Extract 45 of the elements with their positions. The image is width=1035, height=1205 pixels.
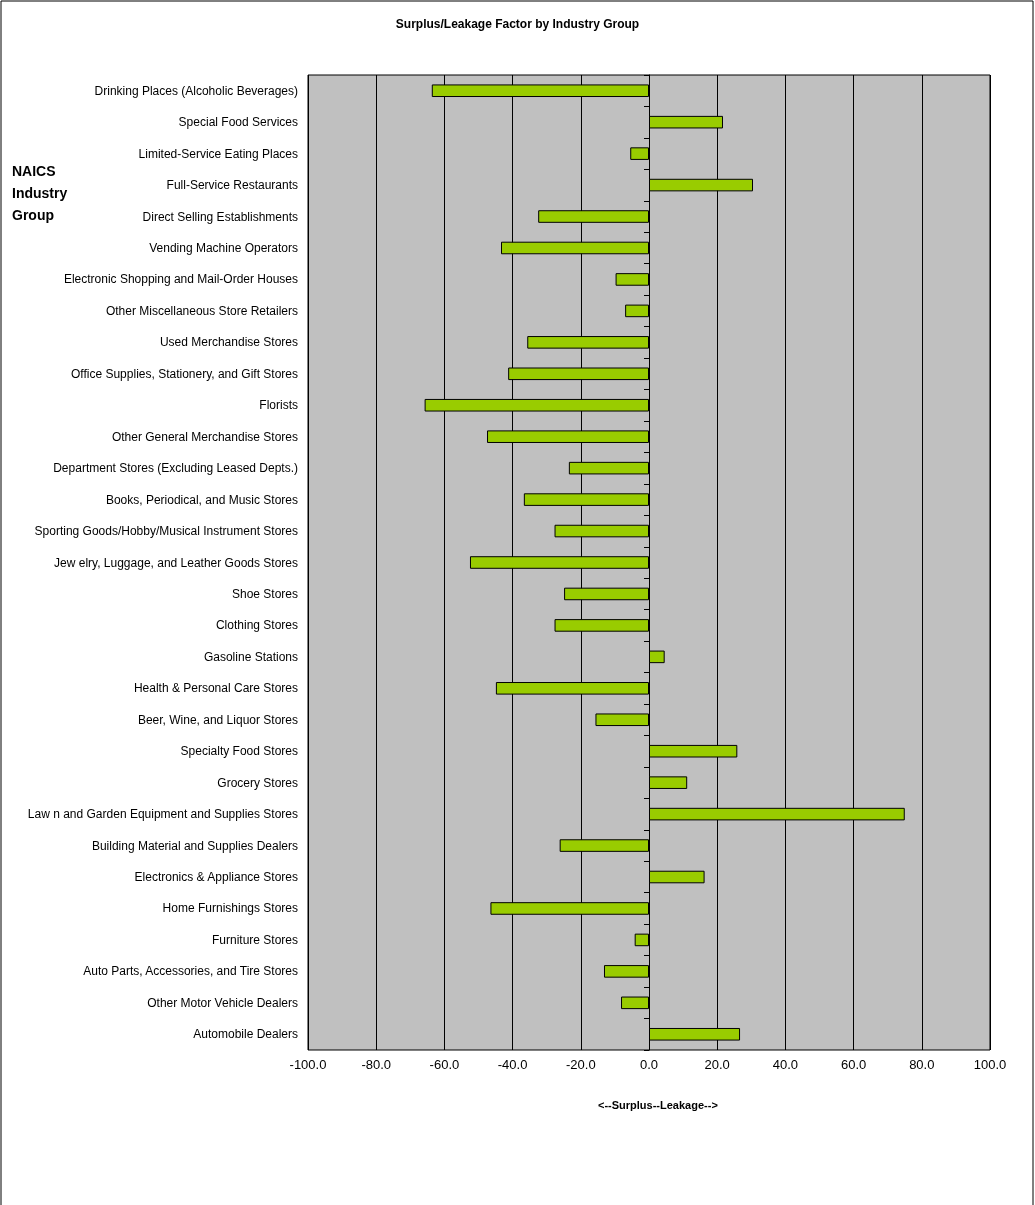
y-tick-label: Jew elry, Luggage, and Leather Goods Stores xyxy=(54,555,298,570)
y-tick-label: Florists xyxy=(259,398,298,413)
y-tick-label: Sporting Goods/Hobby/Musical Instrument Stores xyxy=(34,524,298,539)
y-tick-label: Furniture Stores xyxy=(211,932,298,947)
y-tick-label: Drinking Places (Alcoholic Beverages) xyxy=(94,83,298,98)
y-tick-label: Auto Parts, Accessories, and Tire Stores xyxy=(83,964,298,979)
y-tick-label: Other General Merchandise Stores xyxy=(111,429,298,444)
y-tick-label: Home Furnishings Stores xyxy=(162,901,298,916)
y-tick-label: Beer, Wine, and Liquor Stores xyxy=(137,712,298,727)
x-tick-label: 40.0 xyxy=(772,1057,799,1072)
y-tick-label: Automobile Dealers xyxy=(193,1027,298,1042)
chart-title: Surplus/Leakage Factor by Industry Group xyxy=(395,17,640,31)
x-tick-label: -60.0 xyxy=(429,1057,460,1072)
x-tick-label: -40.0 xyxy=(497,1057,528,1072)
x-tick-label: 60.0 xyxy=(840,1057,867,1072)
y-tick-label: Gasoline Stations xyxy=(203,649,298,664)
x-tick-label: 80.0 xyxy=(909,1057,935,1072)
y-tick-label: Vending Machine Operators xyxy=(149,240,298,255)
y-tick-label: Clothing Stores xyxy=(215,618,298,633)
y-tick-label: Limited-Service Eating Places xyxy=(138,146,298,161)
y-tick-label: Electronics & Appliance Stores xyxy=(134,870,298,885)
x-tick-label: 20.0 xyxy=(704,1057,730,1072)
y-tick-label: Direct Selling Establishments xyxy=(142,209,298,224)
y-tick-label: Books, Periodical, and Music Stores xyxy=(105,492,298,507)
y-tick-label: Grocery Stores xyxy=(217,775,298,790)
x-tick-label: -80.0 xyxy=(361,1057,392,1072)
y-tick-label: Law n and Garden Equipment and Supplies Stores xyxy=(27,807,298,822)
y-axis-title: NAICS Industry Group xyxy=(12,163,68,223)
y-tick-label: Specialty Food Stores xyxy=(180,744,298,759)
y-tick-label: Department Stores (Excluding Leased Depts.) xyxy=(53,461,298,476)
y-tick-label: Special Food Services xyxy=(178,115,298,130)
y-tick-label: Electronic Shopping and Mail-Order Houses xyxy=(63,272,298,287)
x-tick-label: 0.0 xyxy=(639,1057,659,1072)
y-tick-label: Shoe Stores xyxy=(231,586,298,601)
y-tick-label: Office Supplies, Stationery, and Gift Stores xyxy=(70,366,298,381)
y-tick-label: Building Material and Supplies Dealers xyxy=(91,838,298,853)
y-tick-label: Other Miscellaneous Store Retailers xyxy=(105,303,298,318)
x-tick-label: -100.0 xyxy=(289,1057,327,1072)
x-axis-title: <--Surplus--Leakage--> xyxy=(598,1098,718,1111)
x-tick-label: 100.0 xyxy=(973,1057,1007,1072)
y-tick-label: Full-Service Restaurants xyxy=(166,178,298,193)
x-tick-label: -20.0 xyxy=(565,1057,596,1072)
y-tick-label: Other Motor Vehicle Dealers xyxy=(147,995,298,1010)
y-tick-label: Used Merchandise Stores xyxy=(159,335,298,350)
y-tick-label: Health & Personal Care Stores xyxy=(133,681,298,696)
